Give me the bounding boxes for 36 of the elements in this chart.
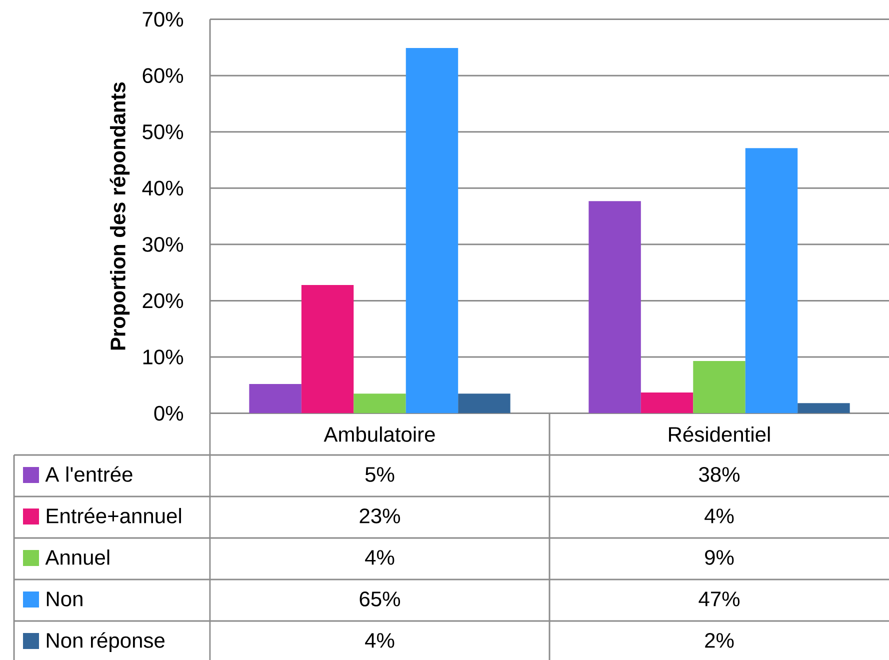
data-label: 47% bbox=[698, 592, 740, 606]
data-label: 5% bbox=[365, 467, 394, 482]
bar bbox=[693, 360, 746, 414]
bar bbox=[588, 201, 641, 414]
bar bbox=[301, 284, 354, 414]
y-tick-label: 20% bbox=[142, 293, 184, 308]
bar bbox=[354, 394, 406, 414]
y-tick-label: 70% bbox=[142, 12, 184, 27]
data-label: 4% bbox=[704, 508, 734, 524]
y-tick-label: 40% bbox=[142, 180, 184, 196]
data-label: 4% bbox=[365, 550, 394, 565]
bar bbox=[798, 403, 850, 414]
y-tick-label: 60% bbox=[142, 68, 184, 84]
bar bbox=[640, 392, 694, 414]
legend-label: Annuel bbox=[45, 549, 110, 565]
bar bbox=[406, 48, 458, 414]
bar bbox=[458, 394, 510, 414]
y-tick-label: 10% bbox=[143, 350, 184, 364]
x-tick-label: Résidentiel bbox=[669, 426, 770, 442]
data-label: 4% bbox=[365, 633, 394, 648]
y-tick-label: 30% bbox=[142, 236, 184, 252]
legend-label: Non réponse bbox=[46, 632, 164, 652]
y-tick-label: 0% bbox=[154, 406, 184, 421]
data-label: 38% bbox=[699, 467, 740, 482]
bar bbox=[249, 384, 302, 414]
legend-label: Non bbox=[46, 592, 82, 606]
x-tick-label: Ambulatoire bbox=[324, 426, 435, 442]
data-label: 65% bbox=[360, 592, 400, 606]
y-tick-label: 50% bbox=[142, 124, 184, 140]
data-label: 23% bbox=[360, 508, 400, 524]
legend-label: Entrée+annuel bbox=[46, 508, 181, 524]
legend-label: A l'entrée bbox=[45, 466, 132, 482]
y-axis-title: Proportion des répondants bbox=[110, 82, 130, 350]
data-label: 2% bbox=[705, 633, 734, 648]
bar bbox=[745, 148, 798, 414]
data-label: 9% bbox=[705, 550, 734, 565]
